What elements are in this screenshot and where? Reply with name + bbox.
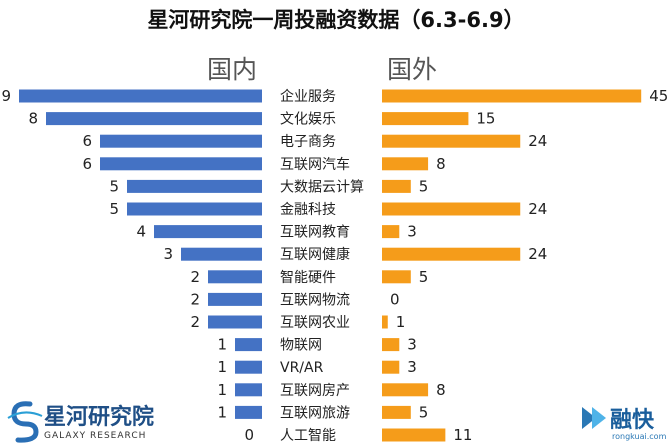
- category-label: 物联网: [280, 338, 322, 354]
- domestic-value-label: 2: [190, 290, 200, 308]
- foreign-value-label: 8: [436, 155, 446, 173]
- domestic-value-label: 3: [163, 245, 173, 263]
- domestic-value-label: 2: [190, 313, 200, 331]
- domestic-value-label: 1: [217, 403, 227, 421]
- foreign-value-label: 5: [419, 268, 429, 286]
- category-label: 互联网健康: [280, 246, 350, 263]
- domestic-bar: [208, 270, 262, 284]
- galaxy-logo-subtext: GALAXY RESEARCH: [44, 431, 146, 441]
- foreign-bar: [382, 202, 521, 216]
- foreign-value-label: 5: [419, 403, 429, 421]
- domestic-value-label: 2: [190, 268, 200, 286]
- domestic-bar: [46, 112, 262, 126]
- domestic-value-label: 9: [1, 87, 11, 105]
- category-label: 人工智能: [280, 428, 336, 443]
- category-label: 互联网房产: [280, 383, 350, 399]
- domestic-bar: [100, 157, 262, 171]
- category-label: 金融科技: [280, 202, 336, 218]
- domestic-bar: [100, 134, 262, 148]
- rongkuai-logo-url: rongkuai.com: [612, 432, 667, 441]
- domestic-bar: [127, 202, 262, 216]
- foreign-bar: [382, 179, 411, 193]
- foreign-bar: [382, 225, 400, 239]
- domestic-bar: [235, 360, 262, 374]
- foreign-value-label: 1: [396, 313, 406, 331]
- foreign-value-label: 5: [419, 177, 429, 195]
- domestic-bar: [19, 89, 262, 103]
- domestic-bar: [235, 338, 262, 352]
- domestic-label: 国内: [207, 55, 257, 84]
- rongkuai-logo-text: 融快: [610, 408, 655, 433]
- bars-group: 9 企业服务 458 文化娱乐 156 电子商务 246 互联网汽车 85 大数据云计算 55 金融科…: [1, 87, 668, 443]
- domestic-bar: [235, 405, 262, 419]
- foreign-bar: [382, 112, 469, 126]
- category-label: 互联网汽车: [280, 156, 350, 173]
- domestic-value-label: 6: [82, 155, 92, 173]
- foreign-value-label: 8: [436, 381, 446, 399]
- domestic-value-label: 1: [217, 358, 227, 376]
- category-label: 智能硬件: [280, 270, 336, 286]
- category-label: 文化娱乐: [280, 112, 336, 128]
- galaxy-s-icon: [7, 401, 43, 443]
- foreign-bar: [382, 270, 411, 284]
- foreign-bar: [382, 405, 411, 419]
- chart-title: 星河研究院一周投融资数据（6.3-6.9）: [147, 8, 524, 32]
- foreign-label: 国外: [387, 55, 437, 84]
- domestic-bar: [208, 292, 262, 306]
- foreign-value-label: 24: [528, 132, 547, 150]
- foreign-value-label: 0: [390, 290, 400, 308]
- domestic-bar: [127, 179, 262, 193]
- foreign-bar: [382, 338, 400, 352]
- category-label: 互联网教育: [280, 225, 350, 241]
- foreign-bar: [382, 157, 429, 171]
- domestic-bar: [235, 383, 262, 397]
- domestic-value-label: 1: [217, 336, 227, 354]
- foreign-value-label: 24: [528, 200, 547, 218]
- domestic-value-label: 0: [244, 426, 254, 443]
- domestic-bar: [154, 225, 262, 239]
- foreign-value-label: 24: [528, 245, 547, 263]
- domestic-value-label: 8: [28, 110, 38, 128]
- domestic-value-label: 5: [109, 177, 119, 195]
- domestic-bar: [181, 247, 262, 261]
- foreign-bar: [382, 315, 388, 329]
- foreign-bar: [382, 134, 521, 148]
- rongkuai-logo: 融快 rongkuai.com: [582, 407, 667, 441]
- category-label: 互联网农业: [280, 315, 350, 331]
- foreign-value-label: 15: [476, 110, 495, 128]
- foreign-bar: [382, 428, 446, 442]
- foreign-value-label: 11: [453, 426, 472, 443]
- galaxy-research-logo: 星河研究院 GALAXY RESEARCH: [7, 401, 154, 443]
- category-label: 企业服务: [280, 88, 336, 105]
- foreign-bar: [382, 247, 521, 261]
- domestic-value-label: 6: [82, 132, 92, 150]
- foreign-value-label: 3: [407, 358, 417, 376]
- domestic-bar: [208, 315, 262, 329]
- domestic-value-label: 1: [217, 381, 227, 399]
- foreign-bar: [382, 383, 429, 397]
- domestic-value-label: 4: [136, 223, 146, 241]
- category-label: 互联网旅游: [280, 405, 350, 421]
- rongkuai-arrow-icon: [582, 407, 606, 429]
- galaxy-logo-text: 星河研究院: [44, 404, 154, 430]
- foreign-value-label: 45: [649, 87, 668, 105]
- foreign-value-label: 3: [407, 336, 417, 354]
- foreign-bar: [382, 360, 400, 374]
- category-label: VR/AR: [280, 360, 324, 376]
- category-label: 互联网物流: [280, 292, 350, 308]
- category-label: 大数据云计算: [280, 179, 364, 195]
- domestic-value-label: 5: [109, 200, 119, 218]
- foreign-value-label: 3: [407, 223, 417, 241]
- category-label: 电子商务: [280, 134, 336, 150]
- foreign-bar: [382, 89, 642, 103]
